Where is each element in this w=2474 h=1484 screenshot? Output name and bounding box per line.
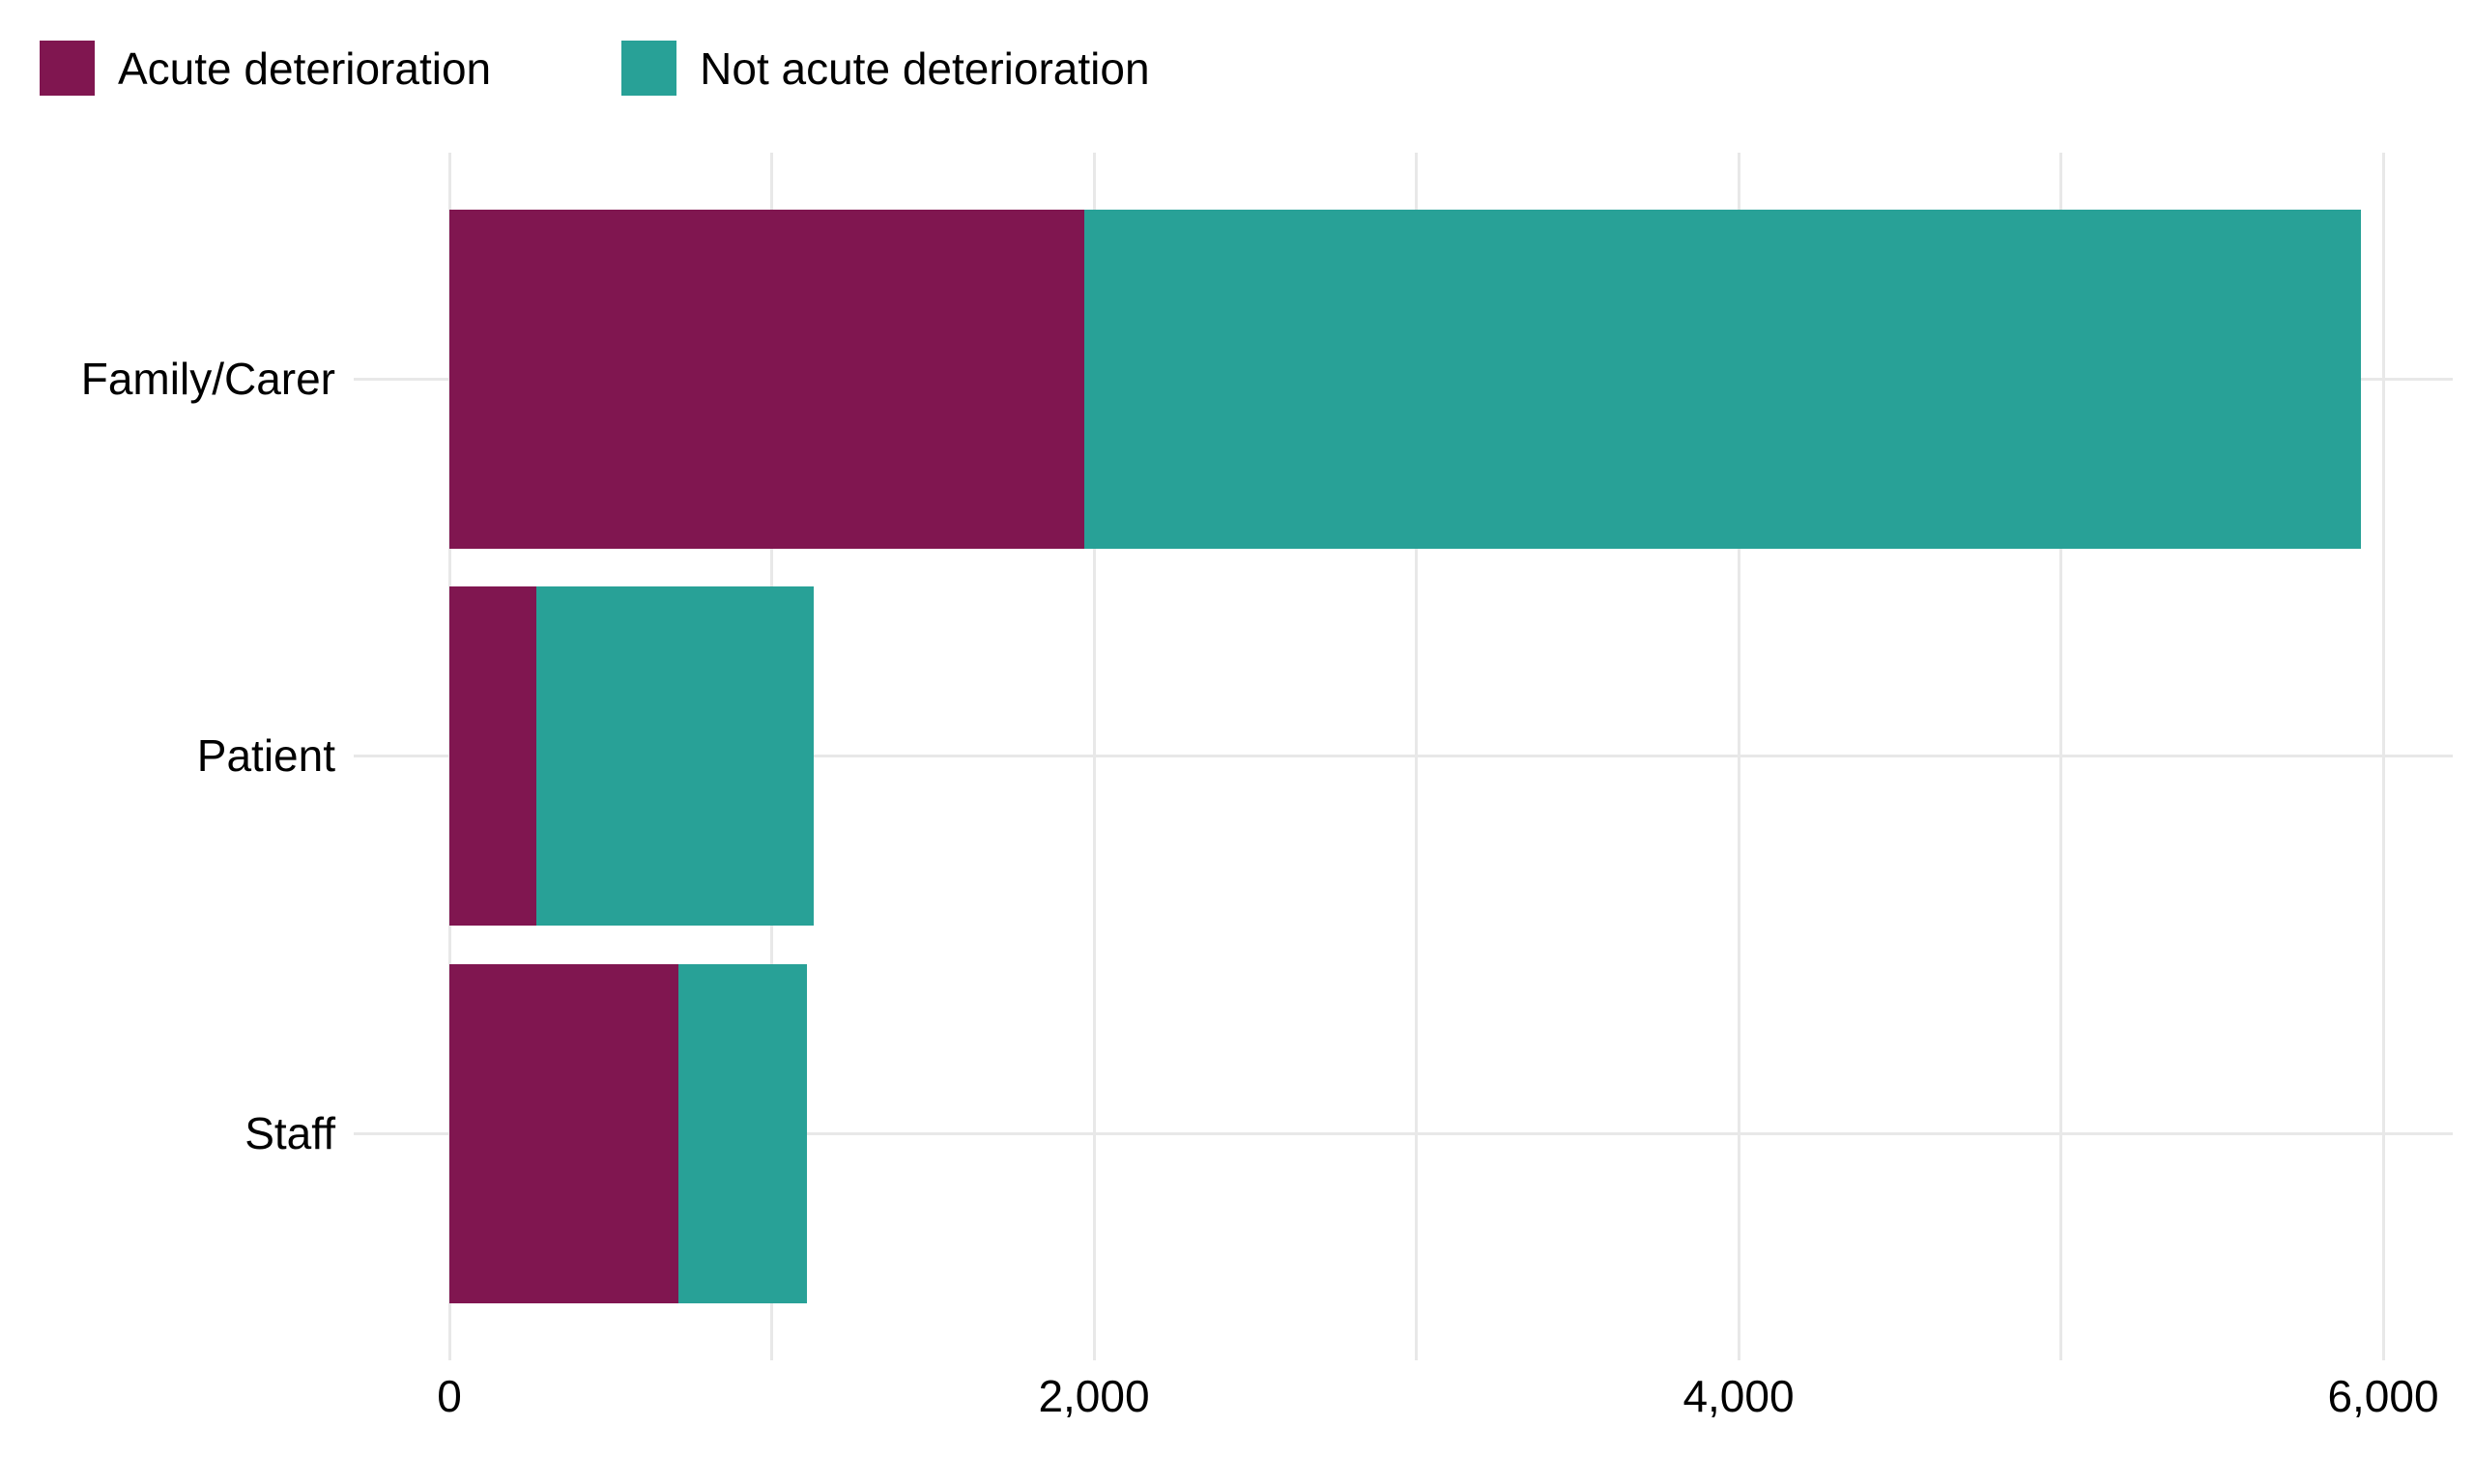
bar-segment-patient-acute-deterioration bbox=[449, 585, 537, 926]
bar-segment-patient-not-acute-deterioration bbox=[536, 585, 814, 926]
legend-label-not-acute-deterioration: Not acute deterioration bbox=[700, 43, 1150, 94]
legend-item-acute-deterioration: Acute deterioration bbox=[40, 41, 491, 96]
x-tick-label-6000: 6,000 bbox=[2327, 1371, 2439, 1421]
category-label-family-carer: Family/Carer bbox=[80, 354, 335, 404]
plot-panel bbox=[354, 153, 2453, 1360]
gridline-horizontal-staff bbox=[354, 1131, 2453, 1135]
legend: Acute deterioration Not acute deteriorat… bbox=[40, 41, 1150, 96]
x-tick-label-4000: 4,000 bbox=[1683, 1371, 1795, 1421]
legend-item-not-acute-deterioration: Not acute deterioration bbox=[621, 41, 1150, 96]
category-label-patient: Patient bbox=[196, 730, 335, 781]
bar-segment-staff-acute-deterioration bbox=[449, 963, 678, 1303]
legend-label-acute-deterioration: Acute deterioration bbox=[118, 43, 492, 94]
bar-segment-family-carer-not-acute-deterioration bbox=[1083, 209, 2361, 549]
gridline-horizontal-patient bbox=[354, 754, 2453, 757]
category-label-staff: Staff bbox=[245, 1108, 335, 1158]
legend-swatch-not-acute-deterioration bbox=[621, 41, 677, 96]
x-tick-label-0: 0 bbox=[437, 1371, 462, 1421]
bar-segment-family-carer-acute-deterioration bbox=[449, 209, 1084, 549]
bar-segment-staff-not-acute-deterioration bbox=[677, 963, 808, 1303]
legend-swatch-acute-deterioration bbox=[40, 41, 95, 96]
x-tick-label-2000: 2,000 bbox=[1038, 1371, 1150, 1421]
